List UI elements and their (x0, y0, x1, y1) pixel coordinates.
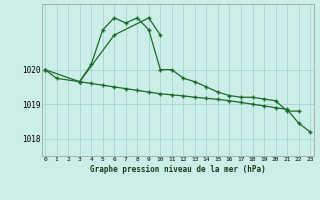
X-axis label: Graphe pression niveau de la mer (hPa): Graphe pression niveau de la mer (hPa) (90, 165, 266, 174)
